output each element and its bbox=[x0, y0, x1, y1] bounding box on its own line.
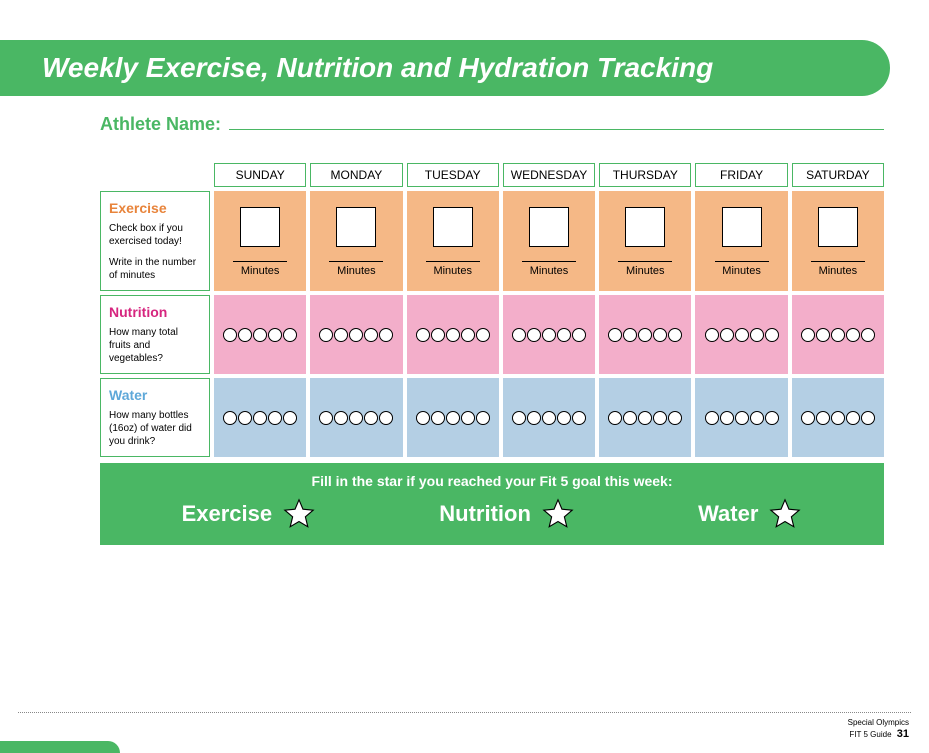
exercise-checkbox[interactable] bbox=[625, 207, 665, 247]
water-cell bbox=[792, 378, 884, 457]
water-circles[interactable] bbox=[801, 411, 875, 425]
exercise-cell: Minutes bbox=[407, 191, 499, 291]
day-header: WEDNESDAY bbox=[503, 163, 595, 187]
nutrition-cell bbox=[599, 295, 691, 374]
nutrition-cell bbox=[407, 295, 499, 374]
nutrition-circles[interactable] bbox=[512, 328, 586, 342]
footer-line2: FIT 5 Guide bbox=[849, 730, 891, 739]
nutrition-circles[interactable] bbox=[801, 328, 875, 342]
corner-accent bbox=[0, 741, 120, 753]
minutes-label: Minutes bbox=[722, 265, 761, 277]
exercise-checkbox[interactable] bbox=[722, 207, 762, 247]
minutes-input-line[interactable] bbox=[715, 261, 769, 262]
nutrition-cell bbox=[503, 295, 595, 374]
goal-label-exercise: Exercise bbox=[182, 501, 273, 527]
athlete-name-label: Athlete Name: bbox=[100, 114, 221, 135]
row-label-exercise: Exercise Check box if you exercised toda… bbox=[100, 191, 210, 291]
nutrition-cell bbox=[214, 295, 306, 374]
content-area: Athlete Name: SUNDAY MONDAY TUESDAY WEDN… bbox=[0, 96, 929, 545]
exercise-cell: Minutes bbox=[792, 191, 884, 291]
water-circles[interactable] bbox=[319, 411, 393, 425]
water-cell bbox=[214, 378, 306, 457]
minutes-input-line[interactable] bbox=[426, 261, 480, 262]
day-header: SATURDAY bbox=[792, 163, 884, 187]
water-circles[interactable] bbox=[223, 411, 297, 425]
goal-label-nutrition: Nutrition bbox=[439, 501, 531, 527]
minutes-label: Minutes bbox=[433, 265, 472, 277]
day-header: FRIDAY bbox=[695, 163, 787, 187]
row-label-water: Water How many bottles (16oz) of water d… bbox=[100, 378, 210, 457]
day-header: THURSDAY bbox=[599, 163, 691, 187]
exercise-cell: Minutes bbox=[695, 191, 787, 291]
exercise-cell: Minutes bbox=[214, 191, 306, 291]
nutrition-cell bbox=[310, 295, 402, 374]
minutes-input-line[interactable] bbox=[329, 261, 383, 262]
exercise-checkbox[interactable] bbox=[529, 207, 569, 247]
goal-label-water: Water bbox=[698, 501, 758, 527]
water-cell bbox=[599, 378, 691, 457]
exercise-cell: Minutes bbox=[310, 191, 402, 291]
day-header: TUESDAY bbox=[407, 163, 499, 187]
day-header: MONDAY bbox=[310, 163, 402, 187]
athlete-name-row: Athlete Name: bbox=[100, 114, 884, 135]
water-cell bbox=[695, 378, 787, 457]
exercise-desc-2: Write in the number of minutes bbox=[109, 256, 201, 282]
nutrition-circles[interactable] bbox=[416, 328, 490, 342]
exercise-checkbox[interactable] bbox=[433, 207, 473, 247]
water-cell bbox=[310, 378, 402, 457]
water-circles[interactable] bbox=[608, 411, 682, 425]
footer-line1: Special Olympics bbox=[848, 718, 909, 727]
nutrition-circles[interactable] bbox=[705, 328, 779, 342]
exercise-checkbox[interactable] bbox=[240, 207, 280, 247]
page-title: Weekly Exercise, Nutrition and Hydration… bbox=[42, 52, 713, 83]
goal-item-exercise: Exercise bbox=[182, 497, 317, 531]
minutes-input-line[interactable] bbox=[233, 261, 287, 262]
water-circles[interactable] bbox=[512, 411, 586, 425]
goal-item-nutrition: Nutrition bbox=[439, 497, 575, 531]
page-number: 31 bbox=[897, 728, 909, 740]
goal-item-water: Water bbox=[698, 497, 802, 531]
athlete-name-input-line[interactable] bbox=[229, 129, 884, 130]
nutrition-title: Nutrition bbox=[109, 304, 201, 320]
minutes-input-line[interactable] bbox=[811, 261, 865, 262]
minutes-input-line[interactable] bbox=[522, 261, 576, 262]
star-icon[interactable] bbox=[282, 497, 316, 531]
header-empty-cell bbox=[100, 163, 210, 187]
nutrition-circles[interactable] bbox=[319, 328, 393, 342]
star-icon[interactable] bbox=[541, 497, 575, 531]
nutrition-desc: How many total fruits and vegetables? bbox=[109, 326, 201, 365]
exercise-title: Exercise bbox=[109, 200, 201, 216]
exercise-cell: Minutes bbox=[599, 191, 691, 291]
minutes-label: Minutes bbox=[241, 265, 280, 277]
minutes-label: Minutes bbox=[530, 265, 569, 277]
minutes-input-line[interactable] bbox=[618, 261, 672, 262]
goal-items: Exercise Nutrition Water bbox=[120, 497, 864, 531]
footer-text: Special Olympics FIT 5 Guide 31 bbox=[848, 718, 909, 741]
water-cell bbox=[407, 378, 499, 457]
exercise-checkbox[interactable] bbox=[336, 207, 376, 247]
water-circles[interactable] bbox=[705, 411, 779, 425]
exercise-desc-1: Check box if you exercised today! bbox=[109, 222, 201, 248]
nutrition-cell bbox=[695, 295, 787, 374]
page-title-bar: Weekly Exercise, Nutrition and Hydration… bbox=[0, 40, 890, 96]
nutrition-circles[interactable] bbox=[608, 328, 682, 342]
water-title: Water bbox=[109, 387, 201, 403]
nutrition-cell bbox=[792, 295, 884, 374]
minutes-label: Minutes bbox=[819, 265, 858, 277]
exercise-cell: Minutes bbox=[503, 191, 595, 291]
day-header: SUNDAY bbox=[214, 163, 306, 187]
water-circles[interactable] bbox=[416, 411, 490, 425]
star-icon[interactable] bbox=[768, 497, 802, 531]
goal-bar: Fill in the star if you reached your Fit… bbox=[100, 463, 884, 545]
nutrition-circles[interactable] bbox=[223, 328, 297, 342]
exercise-checkbox[interactable] bbox=[818, 207, 858, 247]
minutes-label: Minutes bbox=[626, 265, 665, 277]
minutes-label: Minutes bbox=[337, 265, 376, 277]
water-cell bbox=[503, 378, 595, 457]
row-label-nutrition: Nutrition How many total fruits and vege… bbox=[100, 295, 210, 374]
goal-prompt: Fill in the star if you reached your Fit… bbox=[120, 473, 864, 489]
water-desc: How many bottles (16oz) of water did you… bbox=[109, 409, 201, 448]
tracking-grid: SUNDAY MONDAY TUESDAY WEDNESDAY THURSDAY… bbox=[100, 163, 884, 457]
